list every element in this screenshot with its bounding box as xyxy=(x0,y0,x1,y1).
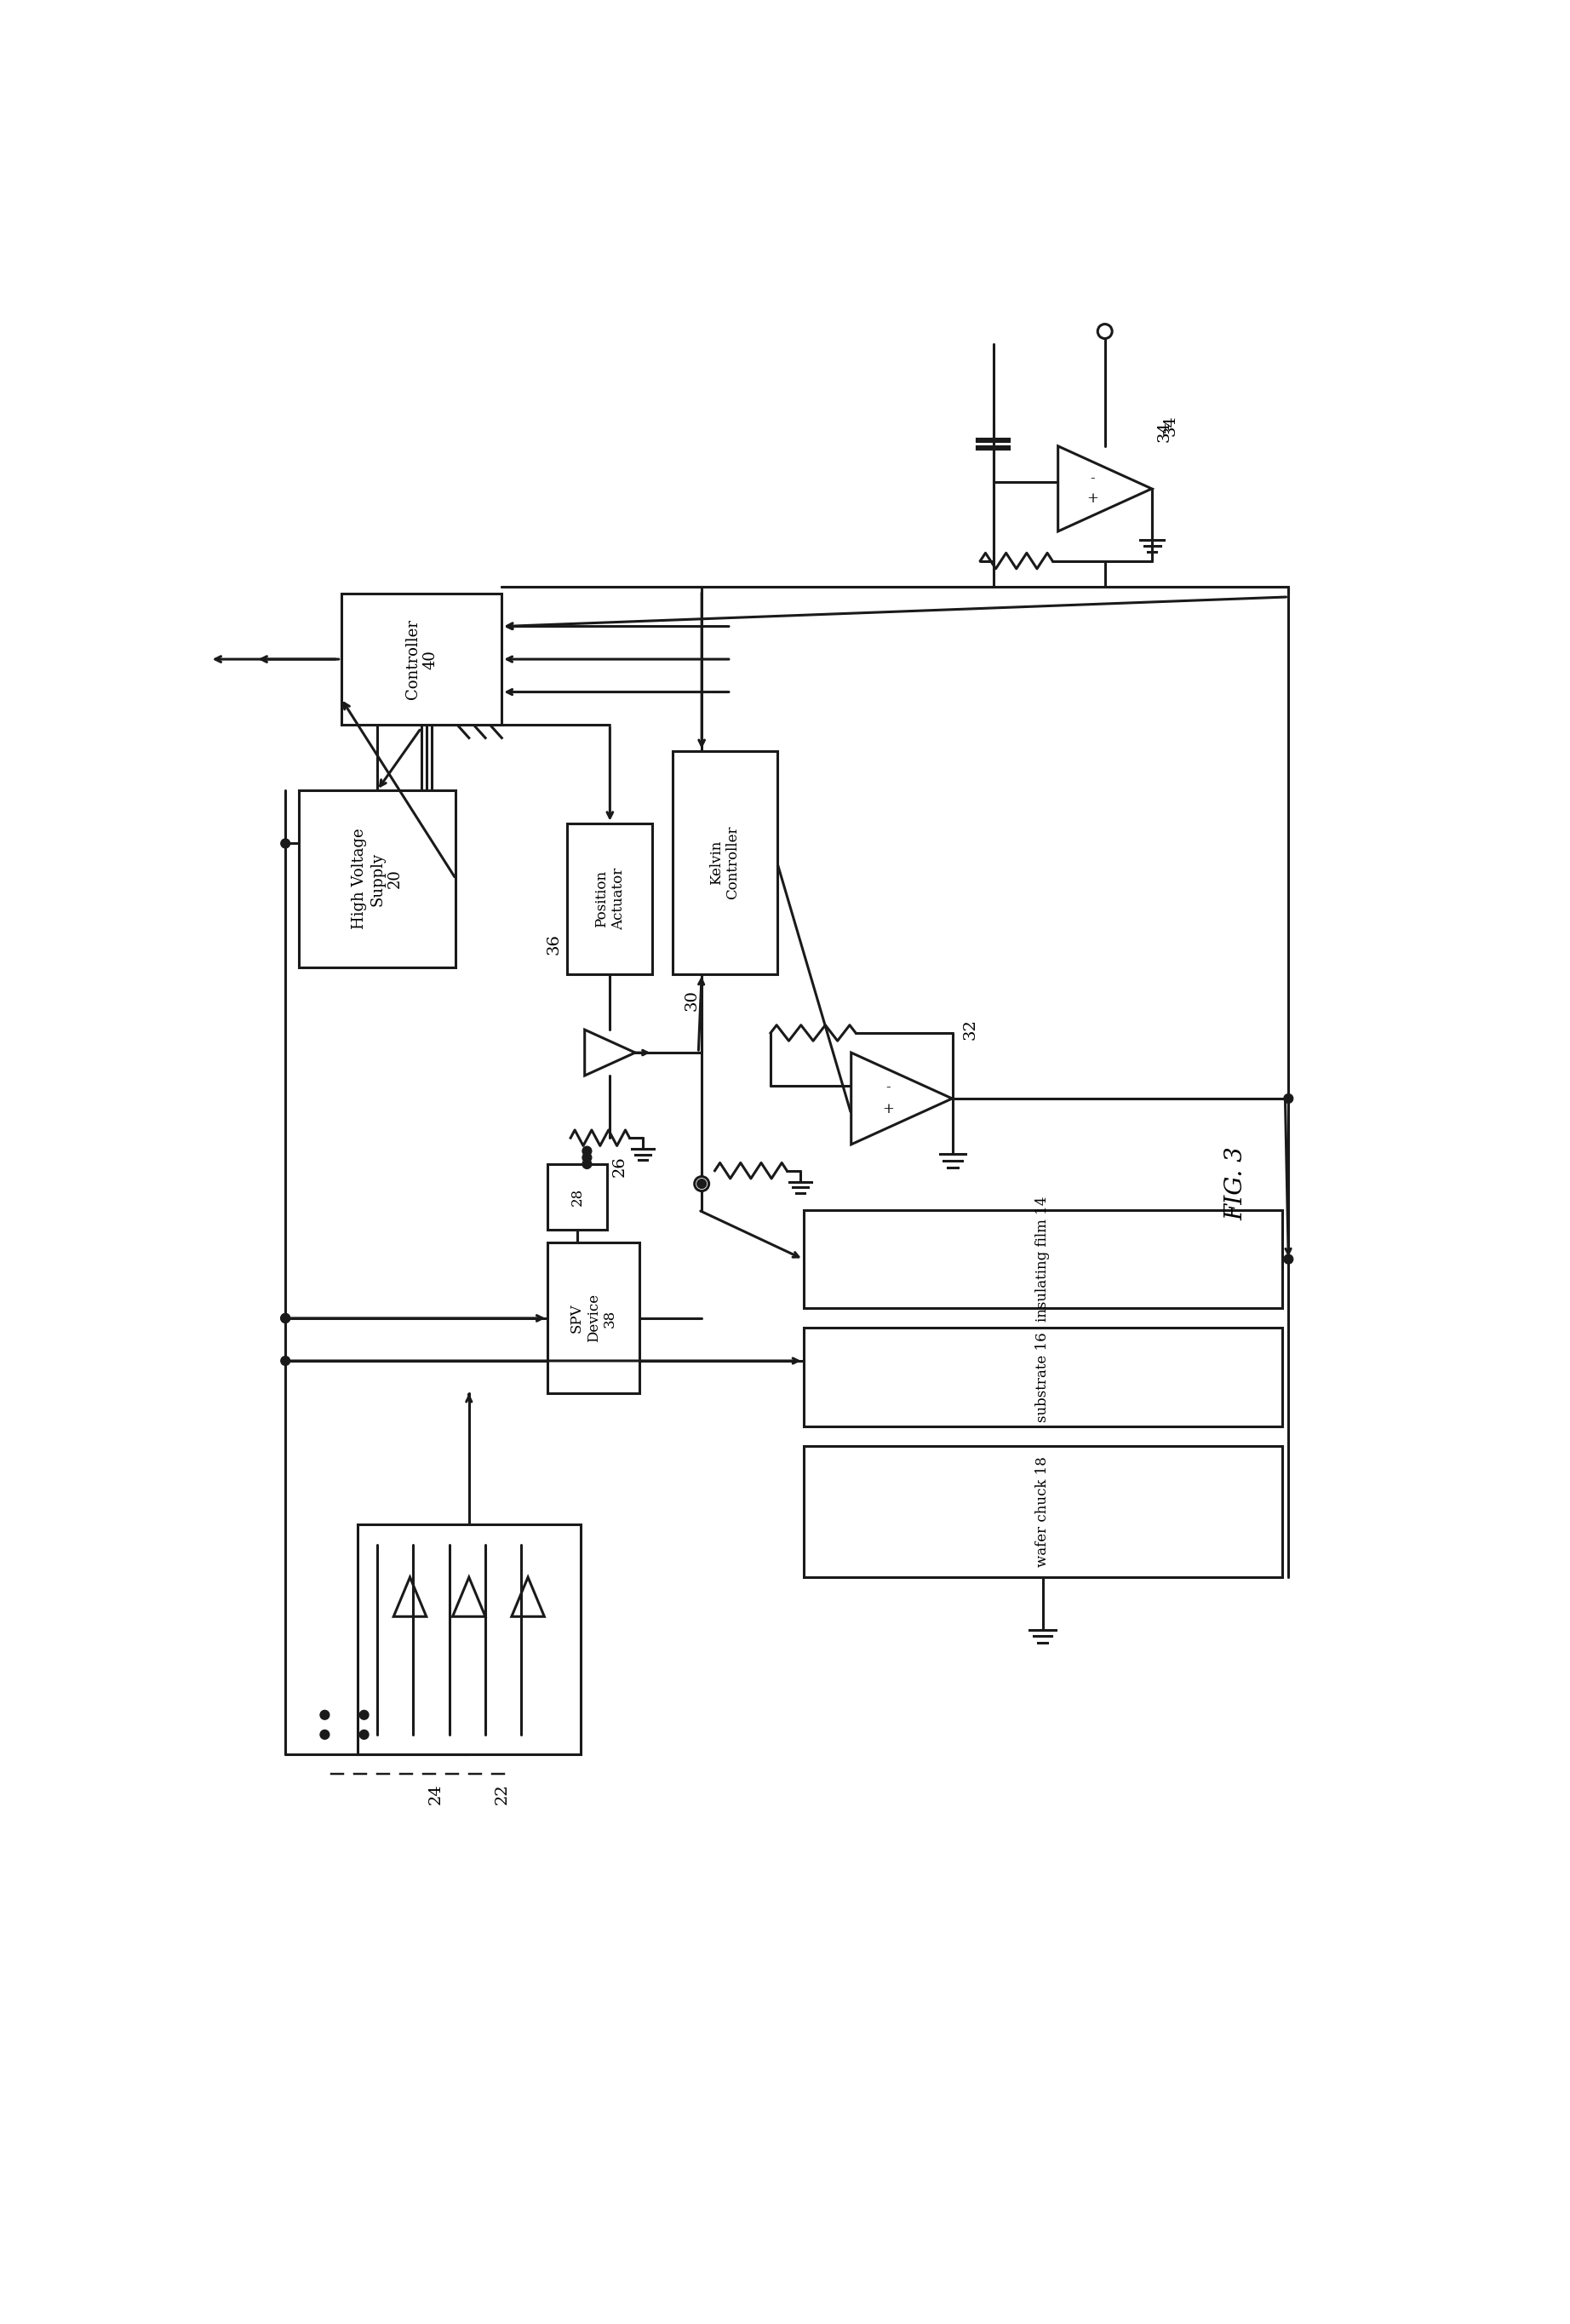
Text: +: + xyxy=(1086,493,1097,507)
FancyBboxPatch shape xyxy=(548,1243,639,1394)
FancyBboxPatch shape xyxy=(672,751,777,974)
Text: -: - xyxy=(885,1081,890,1095)
Text: 30: 30 xyxy=(685,990,700,1011)
FancyBboxPatch shape xyxy=(341,593,502,725)
Circle shape xyxy=(1284,1095,1294,1104)
FancyBboxPatch shape xyxy=(358,1525,581,1755)
Text: Controller
40: Controller 40 xyxy=(405,618,438,700)
Circle shape xyxy=(320,1729,330,1738)
Circle shape xyxy=(697,1178,706,1188)
FancyBboxPatch shape xyxy=(567,823,653,974)
Circle shape xyxy=(360,1710,369,1720)
FancyBboxPatch shape xyxy=(548,1164,606,1229)
FancyBboxPatch shape xyxy=(298,790,455,967)
Circle shape xyxy=(281,1357,290,1367)
Circle shape xyxy=(582,1160,592,1169)
Text: High Voltage
Supply
20: High Voltage Supply 20 xyxy=(352,827,402,930)
Text: 22: 22 xyxy=(495,1783,510,1803)
Text: Kelvin
Controller: Kelvin Controller xyxy=(710,825,739,899)
Text: FIG. 3: FIG. 3 xyxy=(1225,1146,1248,1220)
Text: SPV
Device
38: SPV Device 38 xyxy=(570,1294,617,1343)
Circle shape xyxy=(281,1313,290,1322)
Text: 34: 34 xyxy=(1157,421,1173,442)
Circle shape xyxy=(694,1176,710,1190)
Circle shape xyxy=(281,839,290,848)
Text: substrate 16: substrate 16 xyxy=(1035,1332,1050,1422)
FancyBboxPatch shape xyxy=(804,1446,1281,1578)
Text: 36: 36 xyxy=(546,934,562,955)
Text: wafer chuck 18: wafer chuck 18 xyxy=(1035,1457,1050,1566)
Text: 26: 26 xyxy=(612,1155,628,1178)
Text: Position
Actuator: Position Actuator xyxy=(595,867,625,930)
Text: -: - xyxy=(1090,472,1094,486)
Circle shape xyxy=(281,1313,290,1322)
Text: 34: 34 xyxy=(1163,416,1178,437)
Text: +: + xyxy=(882,1102,893,1118)
Circle shape xyxy=(320,1710,330,1720)
Text: insulating film 14: insulating film 14 xyxy=(1035,1197,1050,1322)
Circle shape xyxy=(360,1729,369,1738)
FancyBboxPatch shape xyxy=(804,1211,1281,1308)
FancyBboxPatch shape xyxy=(804,1327,1281,1427)
Text: 28: 28 xyxy=(570,1188,584,1206)
Circle shape xyxy=(582,1153,592,1162)
Text: 24: 24 xyxy=(429,1783,443,1803)
Text: 32: 32 xyxy=(962,1018,978,1039)
Circle shape xyxy=(1097,323,1112,339)
Circle shape xyxy=(582,1146,592,1155)
Circle shape xyxy=(1284,1255,1294,1264)
